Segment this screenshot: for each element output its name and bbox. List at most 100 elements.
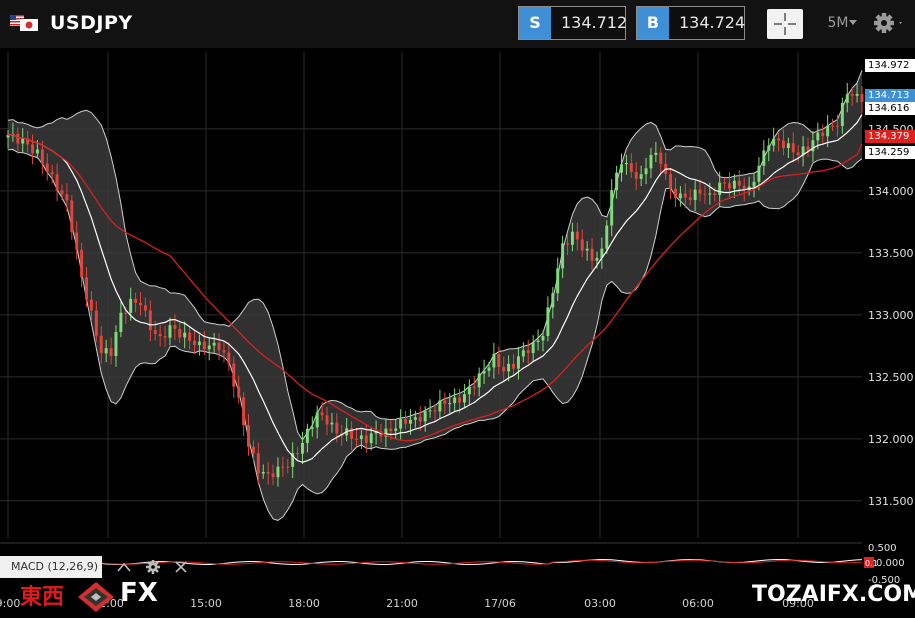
- candle-body: [742, 185, 746, 191]
- candle: [232, 356, 236, 398]
- candle-body: [855, 94, 859, 96]
- candle: [222, 341, 226, 363]
- candle: [767, 138, 771, 162]
- candle: [65, 183, 69, 212]
- candle: [183, 321, 187, 349]
- candle: [728, 172, 731, 199]
- settings-button[interactable]: [866, 6, 906, 40]
- candle-body: [477, 373, 481, 388]
- candle-body: [718, 182, 722, 196]
- candle: [467, 379, 471, 406]
- candle: [301, 431, 304, 464]
- candle-body: [561, 243, 565, 269]
- candle-body: [256, 453, 260, 474]
- candle-body: [26, 138, 30, 145]
- candle-body: [404, 419, 408, 424]
- symbol-title[interactable]: USDJPY: [50, 12, 133, 34]
- candle-body: [654, 152, 658, 155]
- candle-body: [634, 171, 638, 179]
- candle-body: [384, 428, 388, 437]
- candle-body: [222, 350, 226, 353]
- y-tick-label: 132.500: [868, 371, 914, 384]
- candle: [516, 346, 520, 380]
- candle-body: [850, 94, 854, 96]
- x-tick-label: 06:00: [682, 597, 714, 610]
- candle-body: [212, 342, 216, 346]
- candle-body: [188, 332, 192, 341]
- candle-body: [374, 431, 378, 434]
- candle-body: [70, 200, 74, 233]
- candle-body: [301, 442, 304, 454]
- price-chart[interactable]: 131.500 132.000 132.500 133.000 133.500 134.0…: [0, 48, 915, 618]
- candle: [845, 83, 849, 113]
- candle: [497, 346, 501, 375]
- candle: [752, 172, 756, 198]
- candle-body: [291, 453, 295, 467]
- candle: [693, 180, 697, 212]
- candle: [654, 141, 658, 163]
- crosshair-icon: [774, 13, 796, 35]
- candle: [158, 324, 162, 347]
- sell-button[interactable]: S 134.712: [518, 6, 627, 40]
- timeframe-dropdown[interactable]: 5M: [816, 6, 860, 40]
- candle: [487, 361, 491, 377]
- candle-body: [507, 363, 511, 372]
- candle: [286, 458, 290, 474]
- candle: [683, 183, 687, 209]
- y-tick-label: 134.000: [868, 185, 914, 198]
- candle: [521, 342, 525, 363]
- y-tick-label: 131.500: [868, 495, 914, 508]
- candle: [394, 419, 398, 440]
- x-tick-label: 9:00: [0, 597, 20, 610]
- move-up-icon[interactable]: [117, 562, 131, 572]
- candle-body: [364, 435, 368, 444]
- candle: [99, 325, 103, 364]
- candle: [359, 429, 363, 449]
- crosshair-button[interactable]: [767, 9, 803, 39]
- candle: [781, 129, 785, 156]
- buy-button[interactable]: B 134.724: [636, 6, 745, 40]
- x-tick-label: 09:00: [782, 597, 814, 610]
- candle-body: [737, 180, 741, 186]
- candle-body: [767, 145, 771, 151]
- candle-body: [840, 102, 844, 126]
- candle: [796, 145, 800, 163]
- candle: [207, 337, 211, 361]
- candle-body: [143, 305, 147, 311]
- candle: [458, 388, 462, 414]
- candle-body: [806, 146, 810, 152]
- candle-body: [595, 257, 599, 261]
- price-label-middle-band: 134.616: [865, 102, 915, 115]
- macd-last-value: 0.1: [865, 559, 878, 568]
- candle: [354, 427, 358, 447]
- candle-body: [148, 310, 152, 331]
- watermark-cn: 東西: [20, 585, 65, 610]
- macd-last-value-bg: [864, 557, 874, 568]
- candle-body: [428, 410, 432, 412]
- candle-body: [350, 428, 354, 439]
- candle-body: [521, 350, 525, 357]
- candle-body: [21, 138, 25, 144]
- candle: [561, 235, 565, 278]
- candle: [21, 128, 25, 153]
- candle-body: [232, 363, 236, 387]
- candle-body: [526, 350, 530, 354]
- close-icon[interactable]: [175, 561, 187, 573]
- x-tick-label: 17/06: [484, 597, 516, 610]
- candle-body: [242, 397, 246, 426]
- candle-body: [796, 152, 800, 156]
- candle: [237, 375, 241, 404]
- indicator-gear-icon[interactable]: [146, 560, 160, 574]
- candle-body: [698, 189, 702, 194]
- candle: [350, 421, 354, 450]
- candle: [94, 301, 98, 342]
- candle: [143, 297, 147, 318]
- candle: [315, 405, 319, 439]
- candle-body: [104, 348, 108, 354]
- candle: [718, 171, 722, 207]
- candle-body: [266, 471, 270, 474]
- candle: [247, 414, 250, 456]
- candle: [310, 416, 314, 437]
- macd-indicator-label[interactable]: MACD (12,26,9): [0, 556, 102, 578]
- candle: [104, 339, 108, 363]
